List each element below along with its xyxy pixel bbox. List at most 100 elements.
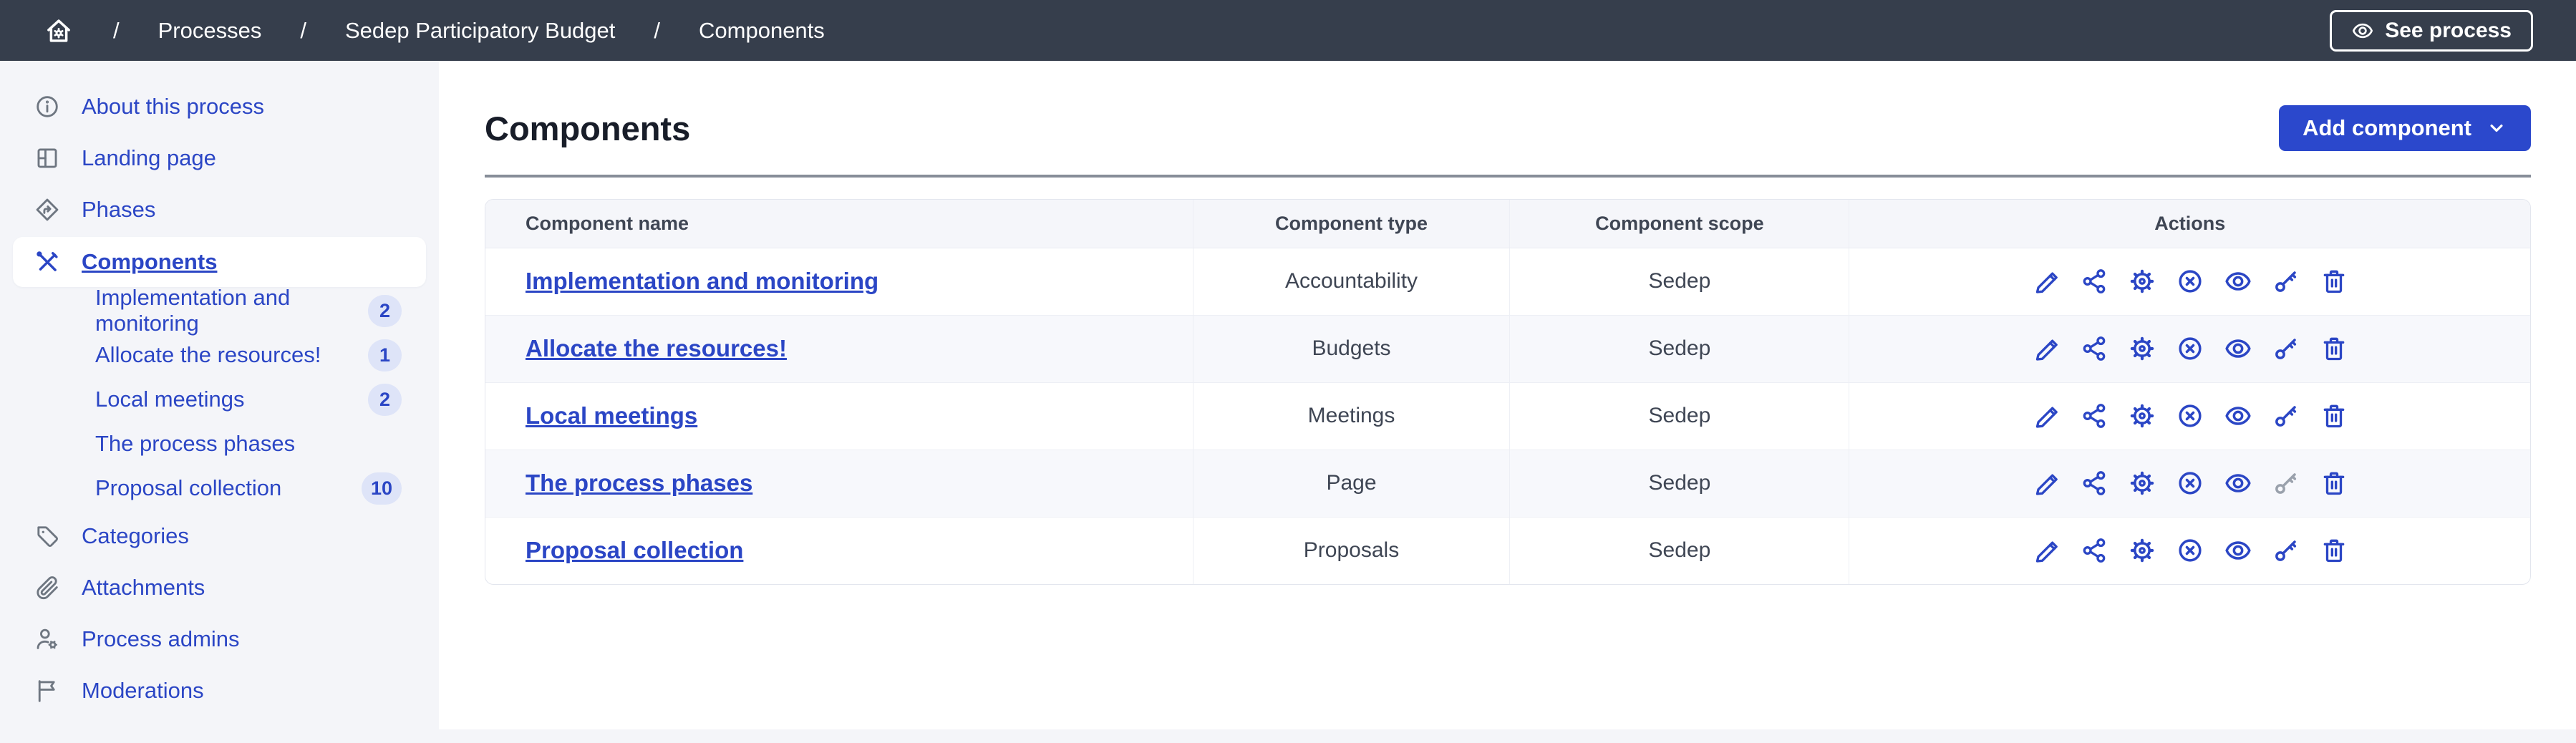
sidebar-item-label: Landing page bbox=[82, 145, 216, 170]
edit-icon bbox=[2032, 469, 2061, 497]
sidebar-item-process-admins[interactable]: Process admins bbox=[0, 613, 439, 665]
component-name-link[interactable]: The process phases bbox=[526, 470, 753, 496]
sidebar-item-attachments[interactable]: Attachments bbox=[0, 562, 439, 613]
table-row: Proposal collection Proposals Sedep bbox=[485, 516, 2530, 584]
preview-icon bbox=[2224, 334, 2252, 363]
actions-cell bbox=[1849, 248, 2530, 315]
permissions-icon bbox=[2272, 469, 2300, 497]
action-permissions-button[interactable] bbox=[2272, 334, 2300, 363]
count-badge: 1 bbox=[368, 339, 402, 372]
add-component-button[interactable]: Add component bbox=[2279, 105, 2531, 151]
breadcrumb-item[interactable]: Components bbox=[699, 17, 825, 43]
see-process-button[interactable]: See process bbox=[2330, 9, 2533, 52]
see-process-label: See process bbox=[2385, 18, 2512, 42]
action-configure-button[interactable] bbox=[2128, 267, 2156, 296]
sidebar-subitem-label[interactable]: Implementation and monitoring bbox=[95, 285, 291, 336]
action-unpublish-button[interactable] bbox=[2176, 402, 2204, 430]
preview-icon bbox=[2224, 469, 2252, 497]
unpublish-icon bbox=[2176, 334, 2204, 363]
permissions-icon bbox=[2272, 334, 2300, 363]
action-permissions-button[interactable] bbox=[2272, 267, 2300, 296]
action-delete-button[interactable] bbox=[2320, 402, 2348, 430]
action-configure-button[interactable] bbox=[2128, 334, 2156, 363]
sidebar-item-categories[interactable]: Categories bbox=[0, 510, 439, 562]
share-icon bbox=[2080, 536, 2108, 565]
breadcrumb-separator: / bbox=[300, 17, 306, 43]
action-preview-button[interactable] bbox=[2224, 536, 2252, 565]
delete-icon bbox=[2320, 334, 2348, 363]
action-edit-button[interactable] bbox=[2032, 402, 2061, 430]
action-configure-button[interactable] bbox=[2128, 469, 2156, 497]
component-type-cell: Page bbox=[1192, 449, 1510, 517]
sidebar-item-components[interactable]: Components bbox=[13, 237, 426, 287]
action-delete-button[interactable] bbox=[2320, 267, 2348, 296]
sidebar-item-landing-page[interactable]: Landing page bbox=[0, 132, 439, 184]
home-gear-icon[interactable] bbox=[43, 15, 74, 47]
flag-icon bbox=[34, 677, 61, 704]
action-share-button[interactable] bbox=[2080, 469, 2108, 497]
action-preview-button[interactable] bbox=[2224, 469, 2252, 497]
sidebar-item-label: Process admins bbox=[82, 626, 240, 651]
action-unpublish-button[interactable] bbox=[2176, 469, 2204, 497]
action-edit-button[interactable] bbox=[2032, 536, 2061, 565]
table-row: Local meetings Meetings Sedep bbox=[485, 382, 2530, 450]
sidebar-item-label: Attachments bbox=[82, 575, 205, 600]
breadcrumb-separator: / bbox=[113, 17, 120, 43]
edit-icon bbox=[2032, 334, 2061, 363]
action-configure-button[interactable] bbox=[2128, 536, 2156, 565]
count-badge: 10 bbox=[361, 472, 402, 505]
component-name-link[interactable]: Local meetings bbox=[526, 402, 698, 429]
breadcrumb-item[interactable]: Processes bbox=[158, 17, 262, 43]
sidebar-subitem-proposal-collection[interactable]: Proposal collection 10 bbox=[0, 466, 439, 510]
action-preview-button[interactable] bbox=[2224, 267, 2252, 296]
sidebar-item-moderations[interactable]: Moderations bbox=[0, 665, 439, 717]
action-delete-button[interactable] bbox=[2320, 536, 2348, 565]
unpublish-icon bbox=[2176, 469, 2204, 497]
title-divider bbox=[485, 175, 2531, 178]
component-name-link[interactable]: Proposal collection bbox=[526, 537, 744, 564]
sidebar-item-phases[interactable]: Phases bbox=[0, 184, 439, 235]
page-layout: About this process Landing page Phases C… bbox=[0, 61, 2576, 729]
action-edit-button[interactable] bbox=[2032, 469, 2061, 497]
table-header: Component name Component type Component sc… bbox=[485, 200, 2530, 248]
sidebar-subitem-label[interactable]: Proposal collection bbox=[95, 475, 282, 500]
breadcrumb-item[interactable]: Sedep Participatory Budget bbox=[344, 17, 616, 43]
edit-icon bbox=[2032, 536, 2061, 565]
component-name-cell: Allocate the resources! bbox=[485, 314, 1193, 382]
action-share-button[interactable] bbox=[2080, 267, 2108, 296]
action-edit-button[interactable] bbox=[2032, 267, 2061, 296]
sidebar-subitem-label[interactable]: Allocate the resources! bbox=[95, 342, 321, 367]
sidebar-subitem-local-meetings[interactable]: Local meetings 2 bbox=[0, 377, 439, 422]
action-configure-button[interactable] bbox=[2128, 402, 2156, 430]
add-component-label: Add component bbox=[2303, 115, 2471, 140]
action-edit-button[interactable] bbox=[2032, 334, 2061, 363]
permissions-icon bbox=[2272, 536, 2300, 565]
action-delete-button[interactable] bbox=[2320, 469, 2348, 497]
action-permissions-button[interactable] bbox=[2272, 402, 2300, 430]
sidebar-item-about-this-process[interactable]: About this process bbox=[0, 81, 439, 132]
action-unpublish-button[interactable] bbox=[2176, 334, 2204, 363]
sidebar-subitem-the-process-phases[interactable]: The process phases bbox=[0, 422, 439, 466]
share-icon bbox=[2080, 267, 2108, 296]
action-share-button[interactable] bbox=[2080, 334, 2108, 363]
component-name-cell: Implementation and monitoring bbox=[485, 248, 1193, 315]
actions-cell bbox=[1849, 516, 2530, 584]
action-permissions-button[interactable] bbox=[2272, 536, 2300, 565]
action-preview-button[interactable] bbox=[2224, 334, 2252, 363]
sidebar-subitem-label[interactable]: Local meetings bbox=[95, 387, 245, 412]
action-unpublish-button[interactable] bbox=[2176, 536, 2204, 565]
share-icon bbox=[2080, 334, 2108, 363]
configure-icon bbox=[2128, 334, 2156, 363]
count-badge: 2 bbox=[368, 294, 402, 327]
component-name-link[interactable]: Allocate the resources! bbox=[526, 335, 787, 361]
actions-cell bbox=[1849, 449, 2530, 517]
action-share-button[interactable] bbox=[2080, 536, 2108, 565]
action-unpublish-button[interactable] bbox=[2176, 267, 2204, 296]
sidebar-subitem-implementation-and-monitoring[interactable]: Implementation and monitoring 2 bbox=[0, 285, 439, 336]
sidebar-subitem-allocate-the-resources-[interactable]: Allocate the resources! 1 bbox=[0, 333, 439, 377]
action-share-button[interactable] bbox=[2080, 402, 2108, 430]
component-name-link[interactable]: Implementation and monitoring bbox=[526, 268, 879, 294]
action-preview-button[interactable] bbox=[2224, 402, 2252, 430]
sidebar-subitem-label[interactable]: The process phases bbox=[95, 431, 296, 456]
action-delete-button[interactable] bbox=[2320, 334, 2348, 363]
